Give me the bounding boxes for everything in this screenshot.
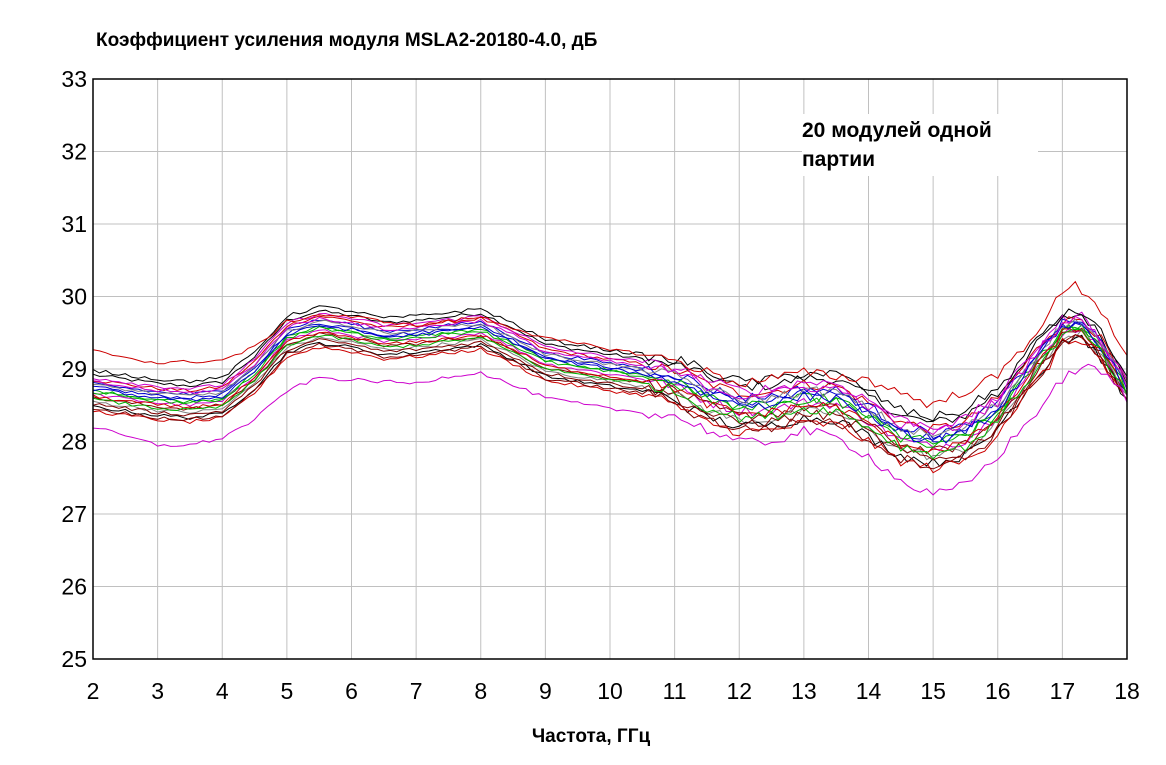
series-line bbox=[92, 334, 1128, 461]
x-tick-label: 9 bbox=[539, 678, 552, 704]
x-axis-label-text: Частота, ГГц bbox=[531, 726, 651, 747]
x-tick-label: 15 bbox=[920, 678, 946, 704]
x-tick-label: 17 bbox=[1050, 678, 1076, 704]
x-tick-label: 3 bbox=[151, 678, 164, 704]
x-tick-label: 5 bbox=[280, 678, 293, 704]
series-line bbox=[92, 324, 1128, 445]
x-axis: 2 3 4 5 6 7 8 9 10 11 12 13 14 15 16 17 18 bbox=[87, 678, 1140, 704]
series-line bbox=[92, 328, 1128, 460]
y-tick-label: 25 bbox=[61, 646, 87, 672]
x-tick-label: 16 bbox=[985, 678, 1011, 704]
x-tick-label: 7 bbox=[410, 678, 423, 704]
series-line bbox=[92, 328, 1128, 454]
y-tick-label: 26 bbox=[61, 574, 87, 600]
y-axis: 25 26 27 28 29 30 31 32 33 bbox=[61, 66, 87, 672]
series-line bbox=[92, 315, 1128, 436]
annotation: 20 модулей одной партии bbox=[802, 114, 1038, 176]
y-tick-label: 28 bbox=[61, 429, 87, 455]
series-line bbox=[92, 311, 1128, 430]
series-line-max bbox=[92, 280, 1128, 409]
x-tick-label: 8 bbox=[474, 678, 487, 704]
x-tick-label: 12 bbox=[726, 678, 752, 704]
x-tick-label: 11 bbox=[663, 678, 687, 704]
series-line bbox=[92, 321, 1128, 444]
y-tick-label: 30 bbox=[61, 284, 87, 310]
x-tick-label: 14 bbox=[856, 678, 882, 704]
x-tick-label: 10 bbox=[597, 678, 623, 704]
y-tick-label: 27 bbox=[61, 501, 87, 527]
y-tick-label: 33 bbox=[61, 66, 87, 92]
x-axis-label: Частота, ГГц bbox=[0, 726, 1166, 748]
y-tick-label: 29 bbox=[61, 356, 87, 382]
x-tick-label: 4 bbox=[216, 678, 229, 704]
x-tick-label: 2 bbox=[87, 678, 100, 704]
series-line-min bbox=[92, 363, 1128, 496]
chart-title: Коэффициент усиления модуля MSLA2-20180-… bbox=[96, 30, 598, 51]
plot-frame bbox=[92, 78, 1128, 660]
series-layer bbox=[92, 280, 1128, 496]
series-line bbox=[92, 309, 1128, 424]
x-tick-label: 18 bbox=[1114, 678, 1140, 704]
x-tick-label: 6 bbox=[345, 678, 358, 704]
y-tick-label: 32 bbox=[61, 139, 87, 165]
series-line bbox=[92, 334, 1128, 467]
x-tick-label: 13 bbox=[791, 678, 817, 704]
y-tick-label: 31 bbox=[61, 211, 87, 237]
series-line bbox=[92, 305, 1128, 422]
series-line bbox=[92, 334, 1128, 470]
